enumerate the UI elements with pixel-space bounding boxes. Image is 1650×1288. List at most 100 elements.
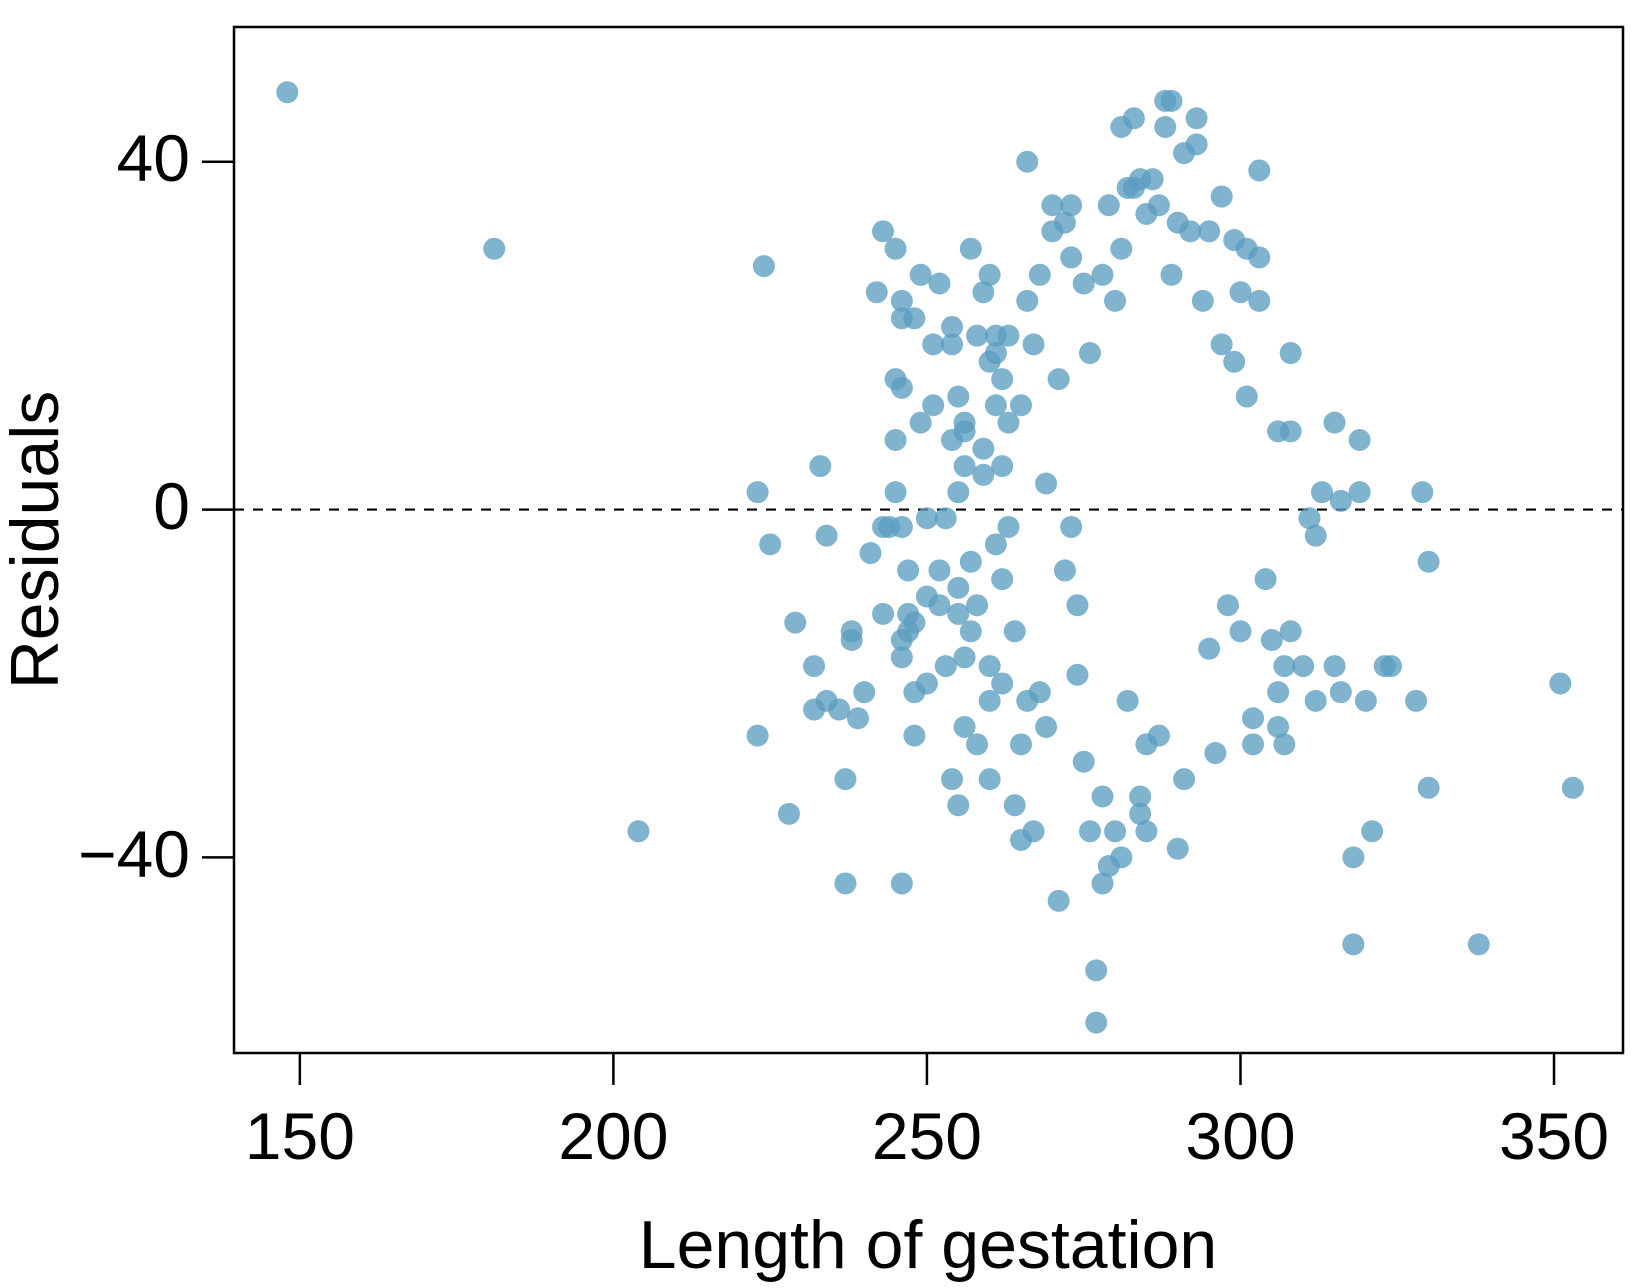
- data-point: [1166, 837, 1189, 860]
- data-point: [897, 559, 920, 582]
- data-point: [803, 655, 826, 678]
- data-point: [1016, 289, 1039, 312]
- data-point: [1248, 159, 1271, 182]
- data-point: [752, 255, 775, 278]
- data-point: [1273, 733, 1296, 756]
- data-point: [884, 429, 907, 452]
- x-tick-label: 250: [872, 1099, 982, 1173]
- data-point: [1198, 637, 1221, 660]
- y-tick-label: 0: [153, 469, 190, 543]
- data-point: [1091, 872, 1114, 895]
- data-point: [1141, 168, 1164, 191]
- data-point: [1185, 133, 1208, 156]
- data-point: [947, 602, 970, 625]
- data-point: [959, 620, 982, 643]
- data-point: [903, 611, 926, 634]
- data-point: [915, 672, 938, 695]
- data-point: [959, 237, 982, 260]
- data-point: [1035, 715, 1058, 738]
- data-point: [890, 289, 913, 312]
- data-point: [1267, 715, 1290, 738]
- data-point: [1009, 733, 1032, 756]
- data-point: [991, 368, 1014, 391]
- data-point: [1085, 959, 1108, 982]
- data-point: [997, 324, 1020, 347]
- data-point: [1053, 559, 1076, 582]
- data-point: [947, 481, 970, 504]
- data-point: [1361, 820, 1384, 843]
- data-point: [1298, 507, 1321, 530]
- data-point: [1035, 472, 1058, 495]
- data-point: [997, 515, 1020, 538]
- data-point: [978, 689, 1001, 712]
- data-point: [1147, 194, 1170, 217]
- data-point: [784, 611, 807, 634]
- data-point: [1091, 785, 1114, 808]
- data-point: [884, 481, 907, 504]
- data-point: [1097, 194, 1120, 217]
- data-point: [922, 394, 945, 417]
- data-point: [746, 481, 769, 504]
- data-point: [1273, 655, 1296, 678]
- data-point: [941, 768, 964, 791]
- data-point: [1210, 185, 1233, 208]
- data-point: [1003, 620, 1026, 643]
- y-axis: −40 0 40: [78, 121, 234, 891]
- data-point: [872, 220, 895, 243]
- data-point: [1242, 707, 1265, 730]
- data-point: [1260, 628, 1283, 651]
- data-point: [972, 281, 995, 304]
- data-point: [1085, 1011, 1108, 1034]
- data-point: [759, 533, 782, 556]
- data-point: [1104, 820, 1127, 843]
- data-point: [928, 559, 951, 582]
- data-point: [1292, 655, 1315, 678]
- data-point: [922, 333, 945, 356]
- data-point: [1160, 89, 1183, 112]
- data-point: [890, 515, 913, 538]
- data-point: [1323, 655, 1346, 678]
- data-point: [1072, 272, 1095, 295]
- data-point: [909, 411, 932, 434]
- data-point: [853, 681, 876, 704]
- data-point: [890, 872, 913, 895]
- data-point: [1279, 620, 1302, 643]
- data-point: [1003, 794, 1026, 817]
- data-point: [1072, 750, 1095, 773]
- data-point: [828, 698, 851, 721]
- data-point: [1248, 289, 1271, 312]
- data-point: [934, 507, 957, 530]
- y-tick-label: −40: [78, 817, 190, 891]
- data-point: [1304, 689, 1327, 712]
- data-point: [1154, 115, 1177, 138]
- data-point: [1342, 846, 1365, 869]
- data-point: [1235, 385, 1258, 408]
- data-point: [834, 872, 857, 895]
- x-axis: 150 200 250 300 350: [245, 1053, 1609, 1173]
- data-point: [809, 455, 832, 478]
- data-point: [953, 420, 976, 443]
- data-point: [1342, 933, 1365, 956]
- data-point: [966, 594, 989, 617]
- y-axis-title: Residuals: [0, 391, 73, 690]
- data-point: [1417, 776, 1440, 799]
- data-point: [884, 237, 907, 260]
- data-point: [909, 263, 932, 286]
- data-point: [934, 655, 957, 678]
- data-point: [1204, 742, 1227, 765]
- data-point: [991, 672, 1014, 695]
- data-point: [1009, 394, 1032, 417]
- data-point: [978, 263, 1001, 286]
- data-point: [1022, 820, 1045, 843]
- data-point: [959, 550, 982, 573]
- data-point: [1329, 489, 1352, 512]
- data-point: [1354, 689, 1377, 712]
- data-point: [991, 568, 1014, 591]
- data-point: [1022, 333, 1045, 356]
- data-point: [1078, 342, 1101, 365]
- points-layer: [276, 81, 1584, 1034]
- x-tick-label: 350: [1499, 1099, 1609, 1173]
- data-point: [1185, 107, 1208, 130]
- data-point: [1561, 776, 1584, 799]
